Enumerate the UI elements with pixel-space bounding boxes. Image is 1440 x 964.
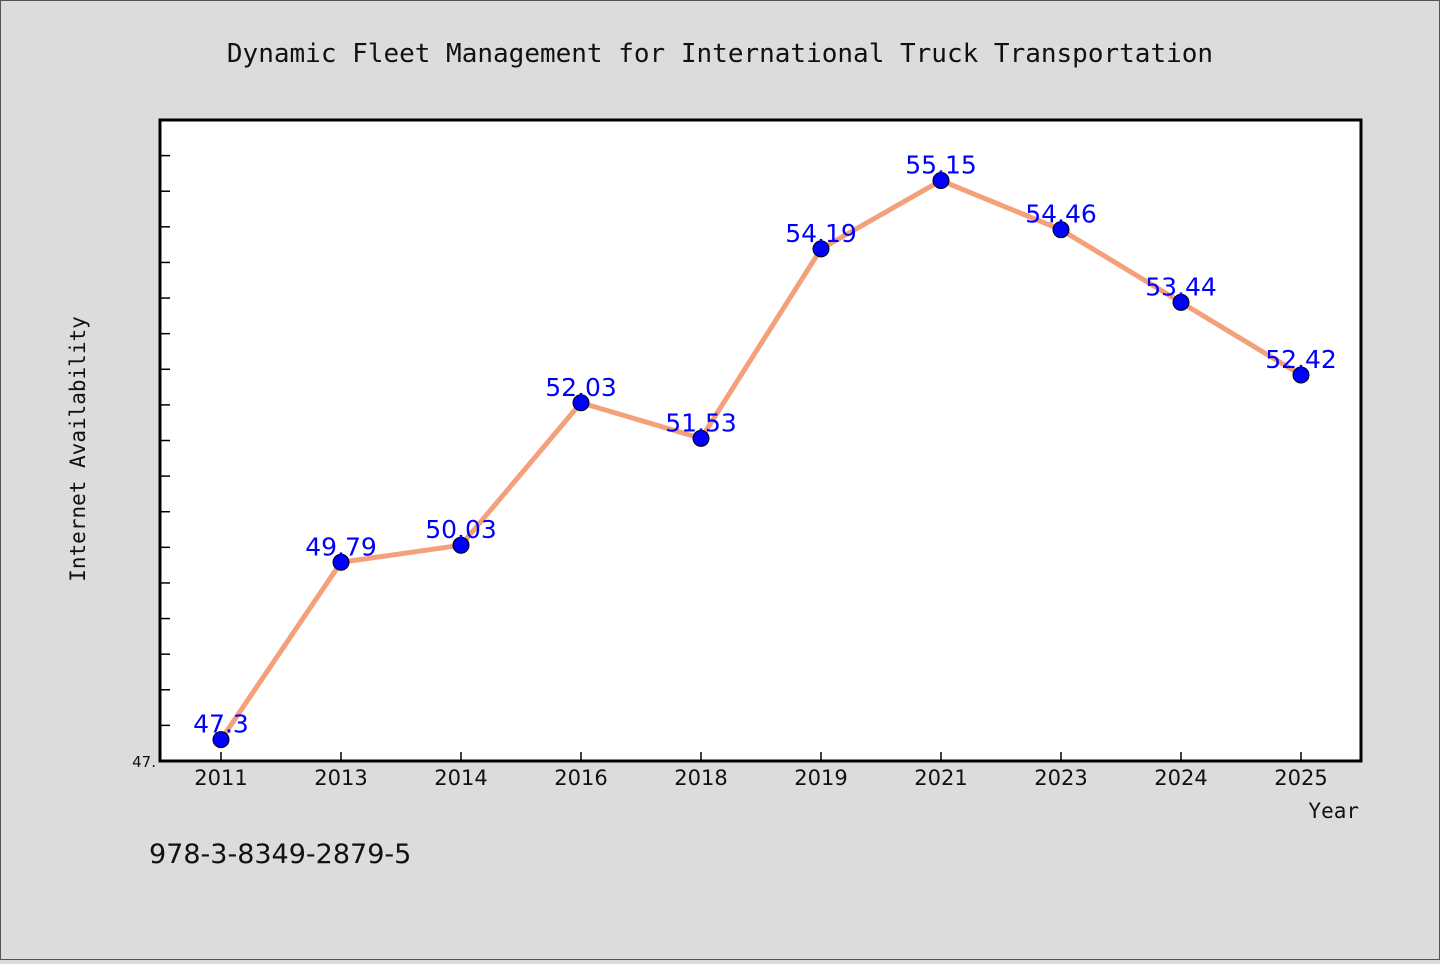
data-label: 52.42: [1265, 345, 1337, 374]
x-tick-label: 2024: [1154, 766, 1207, 790]
x-tick-label: 2019: [794, 766, 847, 790]
data-labels-group: 47.3 49.79 50.03 52.03 51.53 54.19 55.15 54.46 5…: [193, 151, 1337, 739]
series-line: [218, 178, 1303, 742]
data-point: [1292, 366, 1310, 384]
chart-title: Dynamic Fleet Management for Internation…: [227, 39, 1213, 69]
data-label: 53.44: [1145, 272, 1217, 301]
y-tick-label: 47.: [132, 753, 156, 771]
data-point: [1172, 293, 1190, 311]
data-point: [932, 172, 950, 190]
data-label: 52.03: [545, 373, 617, 402]
isbn-footer: 978-3-8349-2879-5: [149, 839, 411, 870]
data-label: 54.19: [785, 219, 857, 248]
x-tick-label: 2013: [314, 766, 367, 790]
data-label: 54.46: [1025, 200, 1097, 229]
y-axis-label: Internet Availability: [66, 316, 90, 582]
x-tick-label: 2011: [194, 766, 247, 790]
data-label: 49.79: [305, 532, 377, 561]
x-tick-label: 2014: [434, 766, 487, 790]
data-label: 47.3: [193, 710, 249, 739]
x-tick-label: 2023: [1034, 766, 1087, 790]
y-axis-ticks: [160, 154, 170, 727]
data-point: [212, 731, 230, 749]
data-point: [332, 553, 350, 571]
data-point: [572, 394, 590, 412]
data-point: [1052, 221, 1070, 239]
x-tick-label: 2025: [1274, 766, 1327, 790]
data-point: [452, 536, 470, 554]
plot-area: [158, 118, 1363, 763]
x-tick-label: 2016: [554, 766, 607, 790]
x-axis-label: Year: [1308, 799, 1359, 823]
x-tick-label: 2018: [674, 766, 727, 790]
series-line-group: [218, 178, 1303, 742]
data-point: [692, 429, 710, 447]
data-label: 55.15: [905, 151, 977, 180]
data-label: 51.53: [665, 408, 737, 437]
series-points-group: [212, 172, 1310, 749]
data-label: 50.03: [425, 515, 497, 544]
x-tick-label: 2021: [914, 766, 967, 790]
x-axis-ticks: 2011 2013 2014 2016 2018 2019 2021 2023 2024 2025: [194, 752, 1328, 790]
data-point: [812, 240, 830, 258]
